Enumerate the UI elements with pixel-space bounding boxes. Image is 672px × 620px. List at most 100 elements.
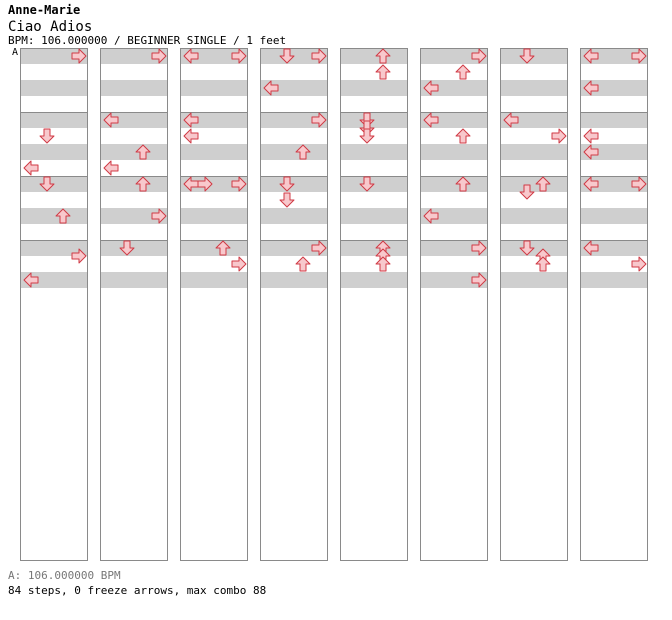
- measure-line: [341, 112, 407, 113]
- arrow-up-icon: [295, 144, 311, 160]
- arrow-up-icon: [375, 64, 391, 80]
- arrow-left-icon: [583, 176, 599, 192]
- beat-band: [261, 208, 327, 224]
- beat-band: [261, 144, 327, 160]
- measure-line: [21, 48, 87, 49]
- beat-band: [101, 112, 167, 128]
- beat-band: [261, 80, 327, 96]
- beat-band: [181, 112, 247, 128]
- measure-line: [101, 240, 167, 241]
- measure-line: [421, 176, 487, 177]
- arrow-left-icon: [23, 160, 39, 176]
- arrow-right-icon: [631, 176, 647, 192]
- beat-band: [501, 80, 567, 96]
- arrow-left-icon: [583, 240, 599, 256]
- arrow-right-icon: [231, 256, 247, 272]
- arrow-right-icon: [231, 176, 247, 192]
- arrow-left-icon: [183, 48, 199, 64]
- arrow-left-icon: [263, 80, 279, 96]
- chart-column: [100, 48, 168, 561]
- beat-band: [581, 144, 647, 160]
- arrow-up-icon: [455, 128, 471, 144]
- beat-band: [101, 48, 167, 64]
- beat-band: [581, 80, 647, 96]
- arrow-right-icon: [71, 248, 87, 264]
- chart-meta: BPM: 106.000000 / BEGINNER SINGLE / 1 fe…: [8, 34, 287, 47]
- beat-band: [21, 80, 87, 96]
- arrow-right-icon: [311, 48, 327, 64]
- chart-column: [500, 48, 568, 561]
- beat-band: [341, 48, 407, 64]
- arrow-right-icon: [471, 48, 487, 64]
- chart-column: [180, 48, 248, 561]
- arrow-up-icon: [535, 176, 551, 192]
- measure-line: [501, 176, 567, 177]
- chart-column: [580, 48, 648, 561]
- arrow-left-icon: [103, 112, 119, 128]
- beat-band: [341, 240, 407, 256]
- measure-line: [101, 176, 167, 177]
- measure-line: [21, 112, 87, 113]
- arrow-left-icon: [103, 160, 119, 176]
- beat-band: [261, 240, 327, 256]
- beat-band: [341, 144, 407, 160]
- arrow-left-icon: [503, 112, 519, 128]
- measure-line: [21, 240, 87, 241]
- beat-band: [341, 272, 407, 288]
- beat-band: [501, 144, 567, 160]
- beat-band: [181, 240, 247, 256]
- arrow-left-icon: [423, 208, 439, 224]
- arrow-down-icon: [39, 128, 55, 144]
- arrow-down-icon: [279, 176, 295, 192]
- measure-line: [101, 112, 167, 113]
- arrow-up-icon: [375, 256, 391, 272]
- beat-band: [101, 176, 167, 192]
- arrow-down-icon: [359, 176, 375, 192]
- artist-name: Anne-Marie: [8, 3, 81, 17]
- arrow-down-icon: [119, 240, 135, 256]
- measure-line: [261, 112, 327, 113]
- arrow-up-icon: [455, 176, 471, 192]
- beat-band: [581, 112, 647, 128]
- measure-line: [581, 176, 647, 177]
- arrow-left-icon: [183, 128, 199, 144]
- arrow-right-icon: [231, 48, 247, 64]
- song-title: Ciao Adios: [8, 19, 93, 35]
- measure-line: [261, 48, 327, 49]
- bpm-legend: A: 106.000000 BPM: [8, 569, 121, 582]
- arrow-right-icon: [151, 208, 167, 224]
- measure-line: [101, 48, 167, 49]
- beat-band: [421, 208, 487, 224]
- measure-line: [181, 176, 247, 177]
- measure-line: [501, 112, 567, 113]
- beat-band: [181, 48, 247, 64]
- beat-band: [501, 176, 567, 192]
- measure-line: [421, 240, 487, 241]
- arrow-down-icon: [519, 184, 535, 200]
- measure-line: [181, 240, 247, 241]
- beat-band: [101, 208, 167, 224]
- beat-band: [581, 176, 647, 192]
- arrow-down-icon: [519, 240, 535, 256]
- beat-band: [581, 240, 647, 256]
- beat-band: [341, 80, 407, 96]
- beat-band: [101, 80, 167, 96]
- arrow-right-icon: [311, 112, 327, 128]
- measure-line: [581, 112, 647, 113]
- measure-line: [261, 240, 327, 241]
- arrow-right-icon: [631, 48, 647, 64]
- arrow-left-icon: [23, 272, 39, 288]
- arrow-down-icon: [359, 128, 375, 144]
- measure-line: [181, 48, 247, 49]
- beat-band: [581, 272, 647, 288]
- arrow-up-icon: [215, 240, 231, 256]
- measure-line: [421, 48, 487, 49]
- arrow-up-icon: [295, 256, 311, 272]
- arrow-right-icon: [71, 48, 87, 64]
- chart-column: [260, 48, 328, 561]
- beat-band: [181, 208, 247, 224]
- arrow-right-icon: [471, 272, 487, 288]
- measure-line: [341, 240, 407, 241]
- beat-band: [181, 272, 247, 288]
- arrow-right-icon: [471, 240, 487, 256]
